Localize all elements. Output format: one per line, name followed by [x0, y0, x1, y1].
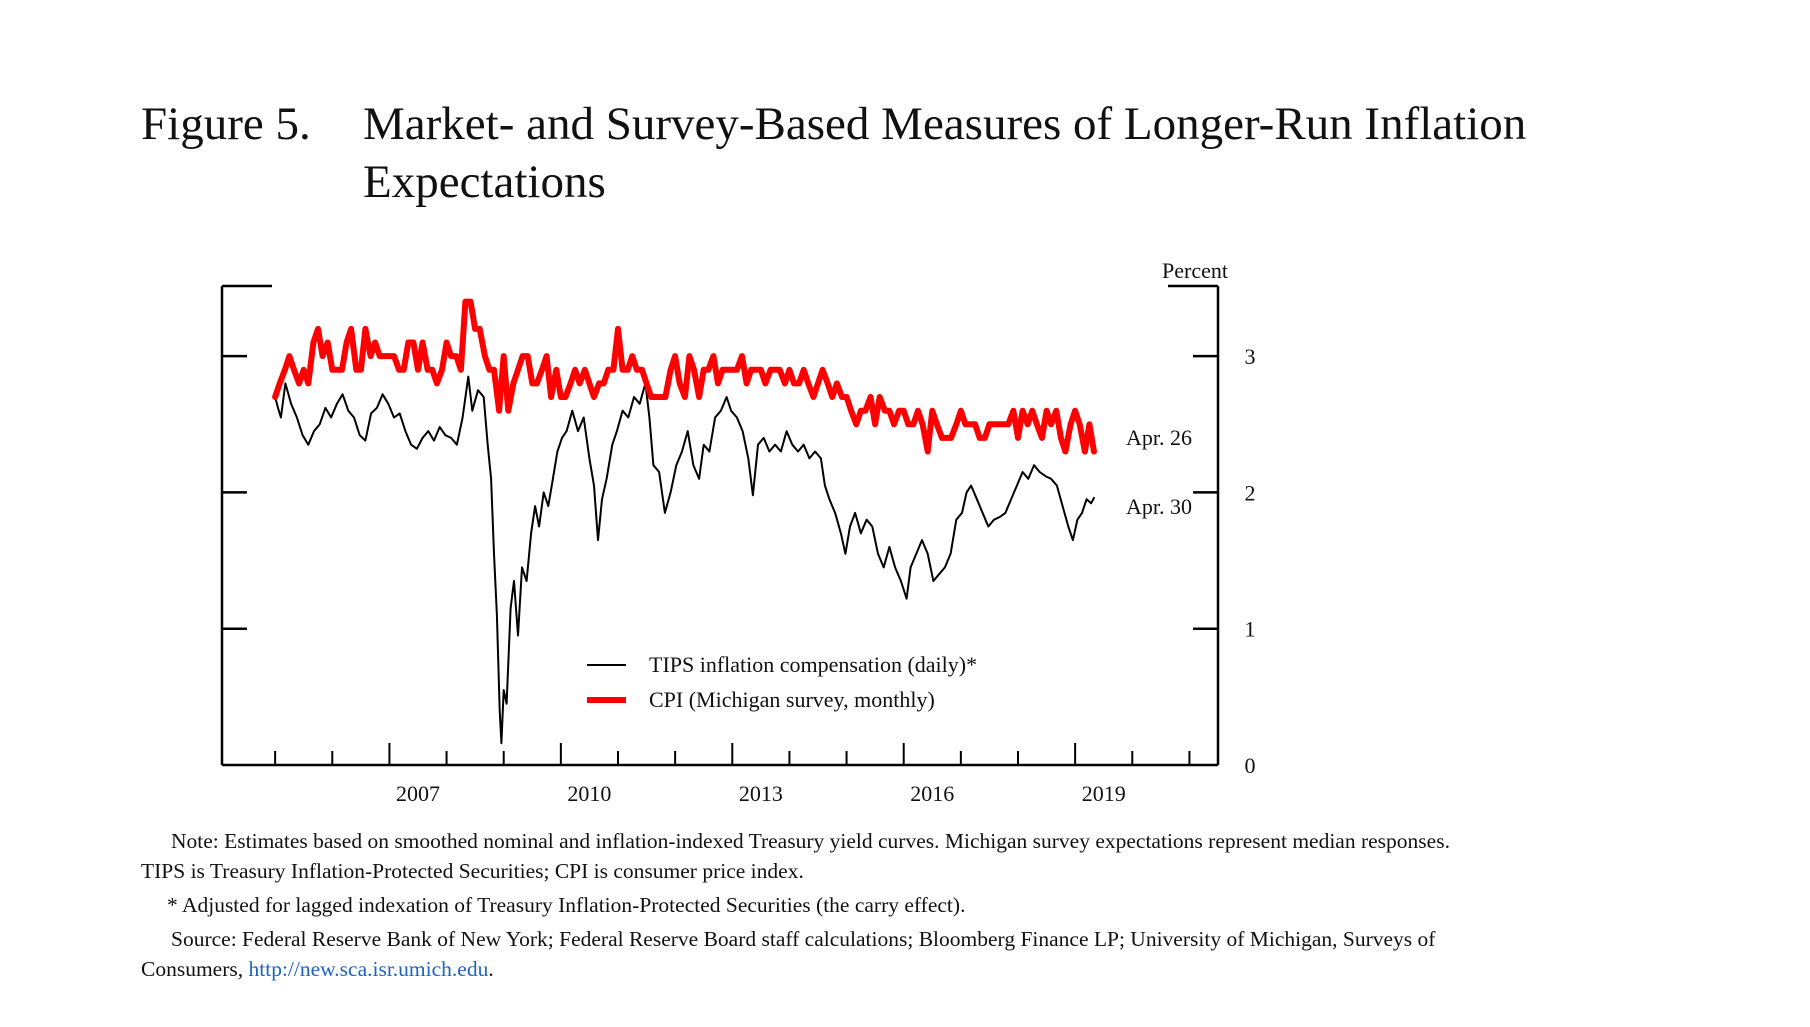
tips-end-label: Apr. 30 [1126, 494, 1192, 519]
series-line-tips [274, 375, 1095, 745]
x-tick-label: 2013 [739, 781, 783, 806]
note-line1: Note: Estimates based on smoothed nomina… [171, 829, 1450, 853]
axes: 0 1 2 3 2007 2010 2013 2016 2019 [220, 284, 1256, 806]
x-tick-label: 2016 [910, 781, 954, 806]
source-suffix: . [488, 957, 494, 981]
y-axis-label: Percent [1162, 258, 1228, 283]
figure-title-line2: Expectations [363, 156, 606, 208]
source-link[interactable]: http://new.sca.isr.umich.edu [248, 957, 489, 981]
figure-label: Figure 5. [141, 98, 311, 150]
asterisk-note: * Adjusted for lagged indexation of Trea… [167, 893, 966, 917]
x-tick-label: 2007 [396, 781, 440, 806]
figure-title-line1: Market- and Survey-Based Measures of Lon… [363, 98, 1527, 150]
cpi-end-label: Apr. 26 [1126, 425, 1192, 450]
source-line1: Source: Federal Reserve Bank of New York… [171, 927, 1436, 951]
y-tick-label: 2 [1245, 480, 1256, 505]
y-tick-label: 3 [1245, 344, 1256, 369]
x-tick-label: 2019 [1082, 781, 1126, 806]
source-prefix: Consumers, [141, 957, 249, 981]
legend: TIPS inflation compensation (daily)* CPI… [587, 652, 977, 712]
x-tick-label: 2010 [567, 781, 611, 806]
legend-label-tips: TIPS inflation compensation (daily)* [649, 652, 977, 677]
note-line2: TIPS is Treasury Inflation-Protected Sec… [141, 859, 804, 883]
y-tick-label: 1 [1245, 617, 1256, 642]
series-lines [272, 298, 1097, 745]
legend-label-cpi: CPI (Michigan survey, monthly) [649, 687, 935, 712]
series-line-cpi [272, 298, 1097, 455]
y-tick-label: 0 [1245, 753, 1256, 778]
source-line2: Consumers, http://new.sca.isr.umich.edu. [141, 954, 494, 984]
